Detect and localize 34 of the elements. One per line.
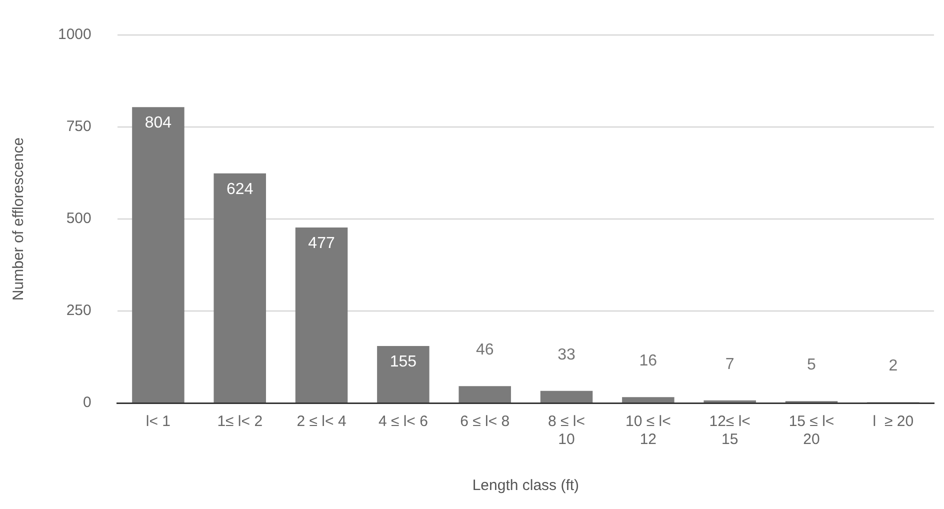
data-label: 33 (558, 346, 576, 364)
y-tick-label: 500 (66, 210, 92, 228)
bar (458, 386, 511, 402)
bar (377, 346, 430, 402)
bar (540, 390, 593, 402)
x-tick-label: 12≤ l< 15 (709, 413, 751, 448)
y-tick-label: 1000 (58, 26, 92, 44)
data-label: 804 (144, 114, 172, 132)
data-label: 46 (476, 341, 494, 358)
bar (622, 397, 674, 402)
x-tick-label: 2 ≤ l< 4 (296, 413, 346, 430)
data-label: 2 (888, 358, 898, 375)
x-tick-label: 8 ≤ l< 10 (548, 413, 586, 448)
bar (295, 227, 348, 402)
x-tick-label: l< 1 (146, 413, 171, 430)
x-tick-label: 6 ≤ l< 8 (460, 413, 510, 430)
data-label: 477 (308, 234, 335, 252)
bar (214, 173, 266, 402)
data-label: 5 (807, 356, 816, 374)
data-label: 7 (725, 356, 734, 373)
y-tick-label: 750 (66, 118, 92, 136)
y-tick-label: 250 (66, 302, 92, 320)
y-tick-label: 0 (83, 394, 92, 412)
data-label: 624 (226, 180, 254, 198)
data-label: 155 (390, 353, 417, 370)
x-axis-title: Length class (ft) (472, 477, 580, 494)
x-tick-label: 15 ≤ l< 20 (788, 413, 834, 448)
x-tick-label: 10 ≤ l< 12 (626, 413, 672, 448)
data-label: 16 (639, 352, 658, 370)
x-tick-label: 4 ≤ l< 6 (378, 413, 428, 430)
bar (132, 107, 184, 402)
y-axis-title: Number of efflorescence (10, 137, 28, 301)
x-tick-label: 1≤ l< 2 (217, 413, 263, 430)
x-tick-label: l ≥ 20 (872, 413, 914, 430)
